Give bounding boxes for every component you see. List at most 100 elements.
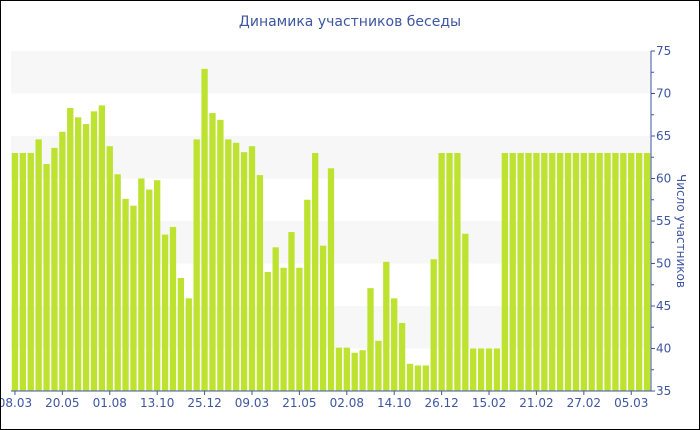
y-tick-label: 55 — [656, 214, 671, 228]
y-tick-label: 60 — [656, 172, 671, 186]
y-tick-label: 75 — [656, 44, 671, 58]
x-tick-label: 25.12 — [187, 396, 221, 410]
bar — [138, 178, 145, 391]
bar — [130, 205, 137, 391]
bar — [462, 233, 469, 391]
x-tick-label: 08.03 — [1, 396, 32, 410]
y-tick-label: 65 — [656, 129, 671, 143]
bar — [169, 226, 177, 391]
bar — [549, 153, 556, 391]
bar — [256, 175, 264, 391]
bar — [533, 153, 540, 391]
bar — [335, 347, 343, 391]
bar — [225, 139, 232, 391]
bar — [146, 189, 153, 391]
bar — [27, 153, 34, 391]
bar — [35, 139, 42, 391]
bar — [470, 348, 477, 391]
bar — [509, 153, 516, 391]
bar — [11, 153, 19, 391]
x-tick-label: 05.03 — [614, 396, 648, 410]
bar — [288, 232, 295, 391]
bar — [217, 119, 224, 391]
bar — [628, 153, 635, 391]
bar — [604, 153, 611, 391]
x-tick-label: 13.10 — [140, 396, 174, 410]
x-tick-label: 27.02 — [567, 396, 601, 410]
x-tick-label: 14.10 — [377, 396, 411, 410]
bar — [359, 350, 366, 391]
y-tick-label: 40 — [656, 342, 671, 356]
bar — [406, 363, 414, 391]
y-tick-label: 45 — [656, 299, 671, 313]
y-axis-label: Число участников — [674, 174, 688, 288]
bar — [280, 267, 287, 391]
bar — [59, 131, 66, 391]
y-tick-label: 35 — [656, 384, 671, 398]
x-tick-label: 21.02 — [519, 396, 553, 410]
bar — [588, 153, 595, 391]
bar — [106, 146, 113, 391]
bar — [596, 153, 603, 391]
bar — [296, 267, 303, 391]
x-tick-label: 20.05 — [45, 396, 79, 410]
bar — [240, 152, 248, 391]
bar — [564, 153, 572, 391]
bar — [185, 298, 192, 391]
bar — [430, 259, 437, 391]
bar — [201, 68, 208, 391]
y-tick-label: 50 — [656, 257, 671, 271]
grid-band — [11, 51, 651, 94]
bar — [90, 111, 98, 391]
bar — [67, 107, 74, 391]
bar — [572, 153, 580, 391]
bar — [541, 153, 548, 391]
bar — [327, 168, 335, 391]
bar — [485, 348, 493, 391]
bar — [114, 174, 121, 391]
bar — [82, 124, 90, 391]
bar — [367, 288, 374, 391]
bar — [643, 153, 651, 391]
bar — [19, 153, 27, 391]
x-tick-label: 26.12 — [424, 396, 458, 410]
bar — [580, 153, 587, 391]
bar — [383, 261, 390, 391]
bar — [517, 153, 524, 391]
x-tick-label: 15.02 — [472, 396, 506, 410]
bar — [556, 153, 564, 391]
bar — [414, 365, 422, 391]
bar — [154, 180, 161, 391]
x-tick-label: 02.08 — [330, 396, 364, 410]
bar — [422, 365, 429, 391]
bar — [264, 272, 271, 391]
bar — [493, 348, 501, 391]
bar — [438, 153, 445, 391]
chart-title: Динамика участников беседы — [238, 14, 462, 30]
bar — [351, 352, 358, 391]
y-tick-label: 70 — [656, 87, 671, 101]
bar — [391, 298, 398, 391]
bar — [525, 153, 532, 391]
bar — [193, 139, 200, 391]
bar — [620, 153, 627, 391]
bar — [635, 153, 643, 391]
bar — [98, 105, 106, 392]
bar — [75, 117, 82, 392]
bar — [343, 347, 350, 391]
bar — [501, 153, 508, 391]
bar — [209, 113, 216, 392]
x-tick-label: 09.03 — [235, 396, 269, 410]
bar — [233, 142, 240, 391]
bar — [612, 153, 619, 391]
x-tick-label: 01.08 — [93, 396, 127, 410]
bar — [304, 199, 311, 391]
bar — [248, 146, 256, 391]
bar — [43, 164, 50, 391]
bar — [398, 323, 406, 391]
bar — [477, 348, 485, 391]
bar — [161, 234, 169, 391]
bar — [446, 153, 453, 391]
